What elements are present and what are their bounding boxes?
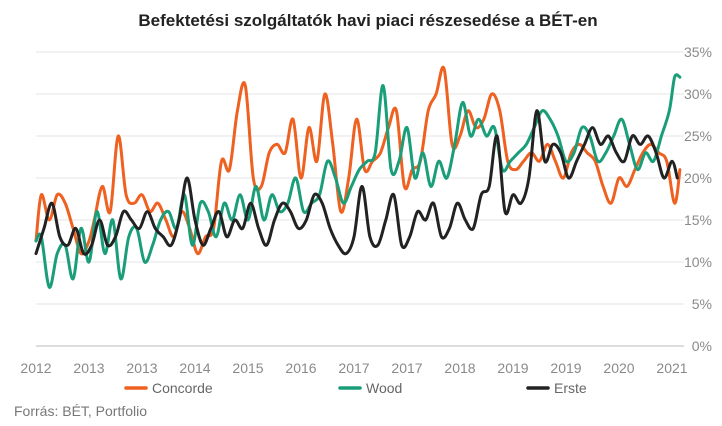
plot-area	[34, 65, 682, 289]
x-tick-label: 2014	[179, 360, 210, 376]
x-tick-label: 2020	[603, 360, 634, 376]
x-tick-label: 2016	[285, 360, 316, 376]
y-axis: 0% 5% 10% 15% 20% 25% 30% 35%	[684, 44, 712, 354]
y-tick-label: 30%	[684, 86, 712, 102]
x-tick-label: 2021	[656, 360, 687, 376]
x-tick-label: 2017	[338, 360, 369, 376]
series-line-concorde	[34, 65, 682, 256]
legend-label: Wood	[366, 380, 402, 396]
x-axis: 2012 2013 2013 2014 2015 2016 2017 2017 2018 2019…	[20, 360, 687, 376]
y-tick-label: 5%	[692, 296, 712, 312]
x-tick-label: 2018	[444, 360, 475, 376]
series-line-wood	[34, 73, 682, 289]
x-tick-label: 2015	[232, 360, 263, 376]
x-tick-label: 2013	[73, 360, 104, 376]
legend-label: Erste	[554, 380, 587, 396]
x-tick-label: 2013	[126, 360, 157, 376]
series-line-erste	[34, 109, 679, 256]
y-tick-label: 10%	[684, 254, 712, 270]
source-note: Forrás: BÉT, Portfolio	[14, 403, 147, 419]
x-tick-label: 2012	[20, 360, 51, 376]
x-tick-label: 2017	[391, 360, 422, 376]
y-tick-label: 20%	[684, 170, 712, 186]
y-tick-label: 35%	[684, 44, 712, 60]
x-tick-label: 2019	[550, 360, 581, 376]
chart-title: Befektetési szolgáltatók havi piaci rész…	[138, 11, 597, 30]
y-tick-label: 15%	[684, 212, 712, 228]
x-tick-label: 2019	[497, 360, 528, 376]
y-tick-label: 0%	[692, 338, 712, 354]
legend-label: Concorde	[152, 380, 213, 396]
y-tick-label: 25%	[684, 128, 712, 144]
legend: Concorde Wood Erste	[124, 380, 587, 396]
